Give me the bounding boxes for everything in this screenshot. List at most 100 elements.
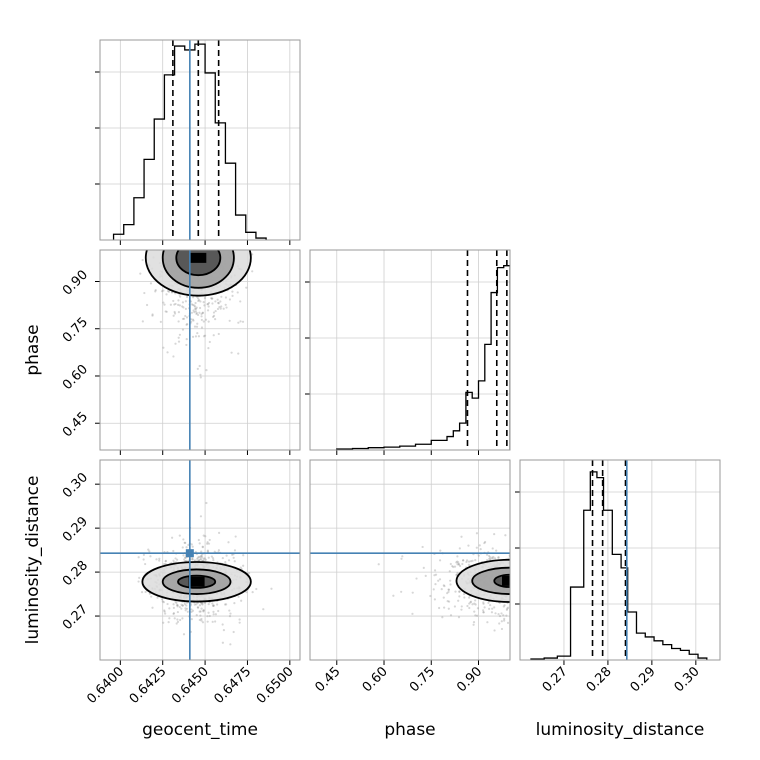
sample-point [447, 607, 450, 610]
sample-point [231, 290, 234, 293]
sample-point [222, 307, 225, 310]
sample-point [205, 369, 208, 372]
sample-point [447, 600, 451, 603]
sample-point [163, 563, 166, 566]
sample-point [217, 302, 220, 305]
sample-point [218, 306, 221, 309]
panel-geocent-time [95, 39, 301, 245]
ylabel-phase: phase [23, 324, 43, 375]
sample-point [193, 304, 196, 307]
sample-point [456, 555, 459, 558]
sample-point [400, 557, 403, 560]
sample-point [198, 542, 201, 545]
sample-point [447, 588, 450, 591]
sample-point [173, 303, 176, 306]
sample-point [465, 559, 469, 562]
sample-point [228, 609, 231, 612]
sample-point [184, 314, 187, 318]
sample-point [197, 559, 201, 562]
sample-point [169, 303, 172, 306]
density-luminosity-distance-vs-geocent-time [137, 501, 273, 646]
sample-point [224, 303, 227, 306]
sample-point [456, 563, 459, 566]
sample-point [155, 558, 158, 561]
sample-point [469, 600, 473, 603]
sample-point [229, 643, 232, 646]
sample-point [225, 306, 228, 309]
sample-point [148, 592, 151, 595]
sample-point [200, 617, 203, 621]
sample-point [212, 610, 215, 613]
sample-point [177, 336, 180, 339]
sample-point [166, 602, 169, 606]
sample-point [469, 601, 472, 604]
sample-point [151, 313, 154, 316]
sample-point [237, 595, 240, 598]
sample-point [497, 556, 500, 559]
sample-point [262, 608, 265, 611]
sample-point [468, 596, 471, 599]
sample-point [485, 553, 489, 556]
sample-point [173, 310, 176, 314]
contour-line [177, 574, 217, 589]
sample-point [467, 563, 470, 566]
sample-point [245, 286, 248, 289]
sample-point [200, 326, 204, 329]
sample-point [432, 588, 435, 591]
sample-point [225, 554, 228, 557]
sample-point [182, 317, 186, 320]
sample-point [237, 321, 240, 324]
sample-point [458, 547, 461, 550]
sample-point [179, 618, 182, 622]
sample-point [442, 584, 445, 587]
sample-point [500, 612, 503, 615]
sample-point [493, 557, 497, 560]
sample-point [177, 340, 181, 343]
sample-point [458, 590, 461, 593]
sample-point [194, 301, 197, 305]
sample-point [182, 633, 186, 636]
sample-point [224, 561, 227, 564]
sample-point [182, 554, 185, 557]
sample-point [227, 559, 231, 562]
sample-point [377, 563, 380, 566]
sample-point [468, 602, 471, 605]
xlabel-phase: phase [384, 720, 435, 740]
sample-point [191, 558, 194, 561]
sample-point [200, 318, 203, 322]
sample-point [161, 600, 164, 603]
sample-point [175, 601, 178, 605]
sample-point [467, 560, 471, 563]
sample-point [474, 614, 477, 617]
density-peak [188, 576, 205, 587]
sample-point [211, 620, 214, 623]
sample-point [166, 351, 169, 354]
sample-point [441, 616, 444, 619]
sample-point [174, 600, 177, 603]
sample-point [474, 603, 477, 606]
sample-point [198, 618, 201, 622]
sample-point [472, 623, 475, 626]
sample-point [491, 557, 494, 560]
sample-point [196, 322, 199, 325]
sample-point [219, 307, 222, 310]
sample-point [194, 335, 198, 338]
sample-point [442, 596, 445, 599]
sample-point [140, 590, 144, 594]
xlabel-luminosity-distance: luminosity_distance [536, 720, 705, 740]
sample-point [493, 606, 496, 609]
sample-point [159, 320, 162, 323]
sample-point [494, 612, 497, 615]
panel-frame [309, 249, 511, 451]
sample-point [184, 609, 187, 612]
sample-point [424, 574, 427, 577]
sample-point [178, 295, 182, 298]
truth-marker [185, 549, 194, 558]
sample-point [199, 558, 203, 561]
sample-point [232, 630, 235, 634]
sample-point [210, 297, 214, 300]
sample-point [196, 313, 200, 317]
sample-point [440, 587, 443, 591]
sample-point [449, 583, 452, 586]
